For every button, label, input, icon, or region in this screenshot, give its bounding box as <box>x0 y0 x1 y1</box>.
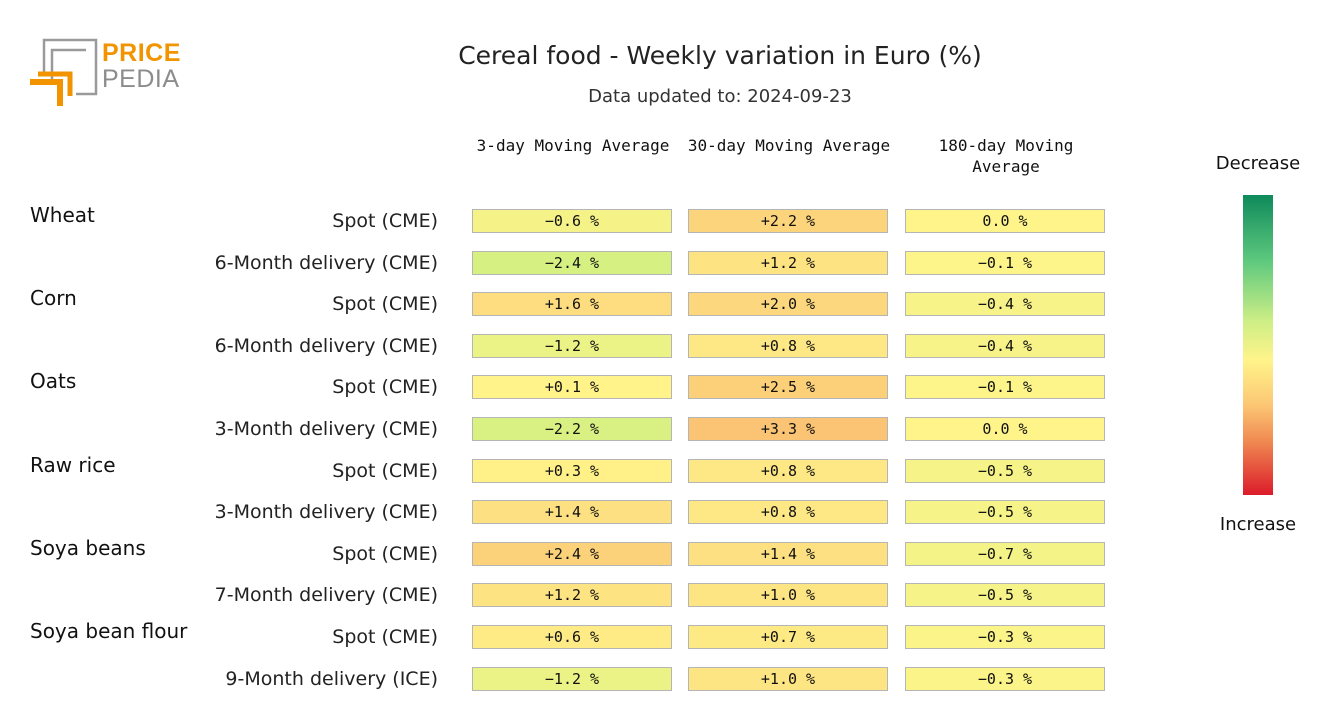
row-label: Spot (CME) <box>332 459 438 482</box>
value-cell: −0.5 % <box>905 458 1105 483</box>
value-cell: −0.1 % <box>905 250 1105 275</box>
value-cell: +1.6 % <box>472 292 672 317</box>
value-cell: −0.6 % <box>472 209 672 233</box>
column-header: 3-day Moving Average <box>476 136 670 155</box>
value-cell: +1.4 % <box>472 500 672 525</box>
value-cell: −0.3 % <box>905 666 1105 691</box>
group-label: Raw rice <box>30 452 116 477</box>
value-cell: 0.0 % <box>905 209 1105 233</box>
value-cell: +3.3 % <box>688 417 888 441</box>
logo-word-price: PRICE <box>102 39 181 67</box>
value-cell: +2.4 % <box>472 541 672 566</box>
group-label: Oats <box>30 369 77 394</box>
row-label: 7-Month delivery (CME) <box>214 584 438 607</box>
value-cell: +2.0 % <box>688 292 888 317</box>
row-label: 9-Month delivery (ICE) <box>225 667 438 690</box>
row-label: 6-Month delivery (CME) <box>214 251 438 274</box>
group-label: Corn <box>30 286 77 311</box>
value-cell: +0.8 % <box>688 333 888 358</box>
pricepedia-logo: PRICE PEDIA <box>30 38 190 108</box>
chart-subtitle: Data updated to: 2024-09-23 <box>588 86 852 107</box>
row-label: 6-Month delivery (CME) <box>214 334 438 357</box>
row-label: 3-Month delivery (CME) <box>214 418 438 440</box>
column-header: 30-day Moving Average <box>687 136 891 155</box>
legend-decrease-label: Decrease <box>1215 153 1301 174</box>
value-cell: −0.5 % <box>905 583 1105 608</box>
value-cell: +0.1 % <box>472 375 672 400</box>
value-cell: −0.4 % <box>905 292 1105 317</box>
chart-title: Cereal food - Weekly variation in Euro (… <box>458 41 982 70</box>
logo-mark-icon <box>30 38 98 106</box>
group-label: Soya beans <box>30 535 146 560</box>
legend-increase-label: Increase <box>1219 514 1297 535</box>
value-cell: −2.2 % <box>472 417 672 441</box>
value-cell: −0.7 % <box>905 541 1105 566</box>
column-header: 180-day Moving Average <box>938 136 1074 176</box>
value-cell: +1.0 % <box>688 666 888 691</box>
value-cell: −0.5 % <box>905 500 1105 525</box>
legend-color-scale <box>1243 195 1273 495</box>
value-cell: +0.7 % <box>688 625 888 649</box>
value-cell: −1.2 % <box>472 333 672 358</box>
value-cell: +1.2 % <box>472 583 672 608</box>
logo-word-pedia: PEDIA <box>102 65 180 93</box>
value-cell: +0.6 % <box>472 625 672 649</box>
value-cell: −0.1 % <box>905 375 1105 400</box>
value-cell: +0.8 % <box>688 500 888 525</box>
value-cell: −2.4 % <box>472 250 672 275</box>
row-label: Spot (CME) <box>332 542 438 565</box>
value-cell: −0.4 % <box>905 333 1105 358</box>
value-cell: −1.2 % <box>472 666 672 691</box>
value-cell: +2.2 % <box>688 209 888 233</box>
value-cell: +1.2 % <box>688 250 888 275</box>
row-label: 3-Month delivery (CME) <box>214 501 438 524</box>
value-cell: +0.8 % <box>688 458 888 483</box>
value-cell: +2.5 % <box>688 375 888 400</box>
row-label: Spot (CME) <box>332 376 438 399</box>
group-label: Soya bean flour <box>30 619 188 643</box>
row-label: Spot (CME) <box>332 210 438 232</box>
value-cell: +1.4 % <box>688 541 888 566</box>
value-cell: +1.0 % <box>688 583 888 608</box>
value-cell: −0.3 % <box>905 625 1105 649</box>
row-label: Spot (CME) <box>332 626 438 648</box>
group-label: Wheat <box>30 203 95 227</box>
row-label: Spot (CME) <box>332 293 438 316</box>
value-cell: +0.3 % <box>472 458 672 483</box>
value-cell: 0.0 % <box>905 417 1105 441</box>
